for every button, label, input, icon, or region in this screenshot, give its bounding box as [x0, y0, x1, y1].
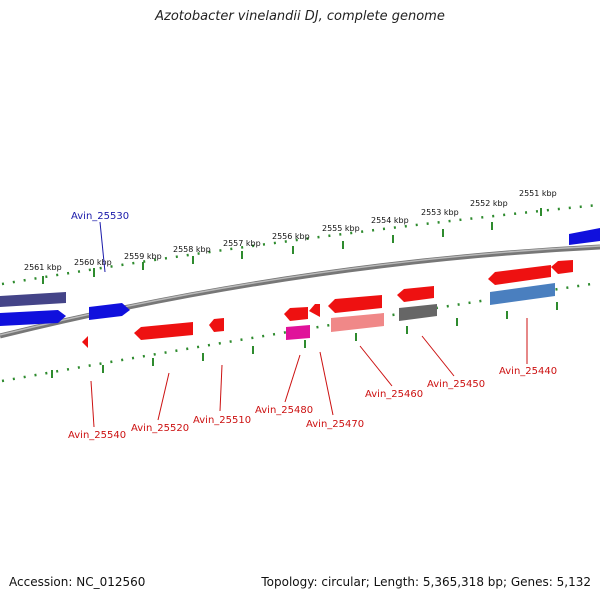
gene-arrow-avin-25480[interactable]: [284, 307, 308, 321]
gene-arrow-avin-25470[interactable]: [309, 304, 320, 317]
leader-avin-25530: [99, 221, 106, 273]
label-avin-25460[interactable]: Avin_25460: [365, 389, 423, 400]
leader-avin-25540: [90, 380, 95, 428]
lower-scale-ticks: [51, 302, 558, 378]
gene-arrow-reverse-right[interactable]: [551, 260, 573, 274]
tick-label-2556: 2556 kbp: [272, 232, 310, 241]
leader-avin-25460: [359, 345, 393, 387]
label-avin-25470[interactable]: Avin_25470: [306, 419, 364, 430]
tick-label-2554: 2554 kbp: [371, 216, 409, 225]
leader-avin-25480: [284, 354, 301, 403]
label-avin-25530[interactable]: Avin_25530: [71, 211, 129, 222]
leader-avin-25450: [421, 335, 455, 377]
gene-labels: Avin_25530 Avin_25540 Avin_25520 Avin_25…: [68, 211, 557, 441]
tick-label-2557: 2557 kbp: [223, 239, 261, 248]
gene-arrow-forward-left[interactable]: [0, 310, 66, 326]
label-avin-25440[interactable]: Avin_25440: [499, 366, 557, 377]
gene-arrow-forward-right[interactable]: [569, 228, 600, 245]
gene-arrow-avin-25540[interactable]: [82, 336, 88, 348]
genome-backbone: [0, 244, 600, 339]
leader-avin-25470: [319, 351, 334, 416]
gene-arrow-forward-left-top[interactable]: [0, 292, 66, 307]
gene-arrow-avin-25480-b[interactable]: [286, 325, 310, 340]
genome-stats-text: Topology: circular; Length: 5,365,318 bp…: [261, 575, 591, 589]
scale-tick-labels: 2561 kbp 2560 kbp 2559 kbp 2558 kbp 2557…: [24, 189, 557, 272]
genome-title: Azotobacter vinelandii DJ, complete geno…: [155, 9, 445, 24]
gene-arrow-avin-25530[interactable]: [89, 303, 130, 320]
forward-strand-genes: [0, 228, 600, 326]
gene-arrow-avin-25460[interactable]: [328, 295, 382, 313]
gene-arrow-avin-25450-b[interactable]: [399, 304, 437, 321]
reverse-strand-genes: [82, 260, 573, 348]
gene-arrow-avin-25510[interactable]: [209, 318, 224, 332]
tick-label-2558: 2558 kbp: [173, 245, 211, 254]
leader-avin-25520: [157, 372, 170, 421]
label-avin-25540[interactable]: Avin_25540: [68, 430, 126, 441]
tick-label-2555: 2555 kbp: [322, 224, 360, 233]
label-avin-25510[interactable]: Avin_25510: [193, 415, 251, 426]
gene-arrow-avin-25450[interactable]: [397, 286, 434, 302]
tick-label-2552: 2552 kbp: [470, 199, 508, 208]
label-avin-25480[interactable]: Avin_25480: [255, 405, 313, 416]
gene-arrow-avin-25520[interactable]: [134, 322, 193, 340]
gene-arrow-avin-25460-b[interactable]: [331, 313, 384, 332]
gene-arrow-avin-25440-b[interactable]: [490, 283, 555, 305]
tick-label-2551: 2551 kbp: [519, 189, 557, 198]
upper-scale-ticks: [42, 208, 542, 284]
accession-text: Accession: NC_012560: [9, 575, 146, 589]
leader-avin-25510: [219, 364, 223, 412]
tick-label-2560: 2560 kbp: [74, 258, 112, 267]
tick-label-2561: 2561 kbp: [24, 263, 62, 272]
gene-arrow-avin-25440[interactable]: [488, 265, 551, 285]
label-avin-25450[interactable]: Avin_25450: [427, 379, 485, 390]
label-avin-25520[interactable]: Avin_25520: [131, 423, 189, 434]
tick-label-2559: 2559 kbp: [124, 252, 162, 261]
tick-label-2553: 2553 kbp: [421, 208, 459, 217]
label-leader-lines: [90, 221, 528, 428]
